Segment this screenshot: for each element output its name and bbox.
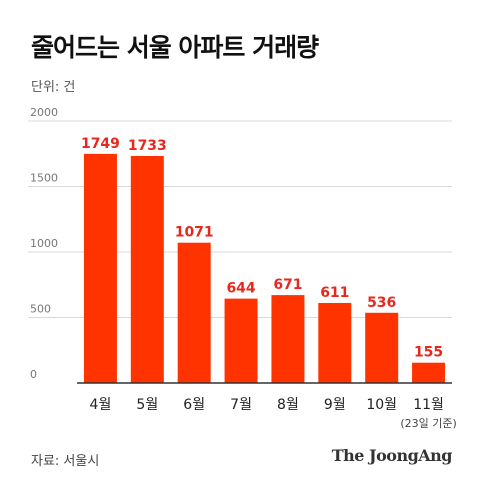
bar (271, 295, 305, 383)
y-tick-label: 0 (30, 368, 37, 381)
bar (224, 298, 258, 383)
bar-value-label: 536 (367, 295, 396, 311)
x-tick-label: 8월 (277, 397, 299, 413)
source-label: 자료: 서울시 (31, 454, 100, 469)
bar-value-label: 671 (273, 277, 302, 293)
x-annotation: (23일 기준) (400, 416, 456, 430)
x-tick-label: 4월 (90, 397, 112, 413)
bar (318, 302, 352, 383)
bar (365, 312, 399, 383)
bar-value-label: 644 (226, 281, 255, 297)
brand-logo: The JoongAng (331, 446, 453, 465)
x-tick-label: 10월 (366, 397, 397, 413)
bar (130, 155, 164, 383)
x-tick-label: 9월 (324, 397, 346, 413)
bar-value-label: 1733 (128, 138, 167, 154)
bar (83, 153, 117, 383)
x-tick-label: 7월 (230, 397, 252, 413)
bar-value-label: 1749 (81, 136, 120, 152)
y-tick-label: 1000 (30, 237, 58, 250)
bar (412, 362, 446, 383)
bar-value-label: 611 (320, 285, 349, 301)
y-tick-label: 1500 (30, 172, 58, 185)
unit-label: 단위: 건 (31, 80, 76, 95)
y-tick-label: 2000 (30, 106, 58, 119)
chart-title: 줄어드는 서울 아파트 거래량 (31, 33, 319, 62)
y-tick-label: 500 (30, 303, 51, 316)
bar (177, 242, 211, 383)
x-tick-label: 5월 (136, 397, 158, 413)
bar-value-label: 1071 (175, 225, 214, 241)
bar-value-label: 155 (414, 345, 443, 361)
x-tick-label: 6월 (183, 397, 205, 413)
x-tick-label: 11월 (413, 397, 444, 413)
